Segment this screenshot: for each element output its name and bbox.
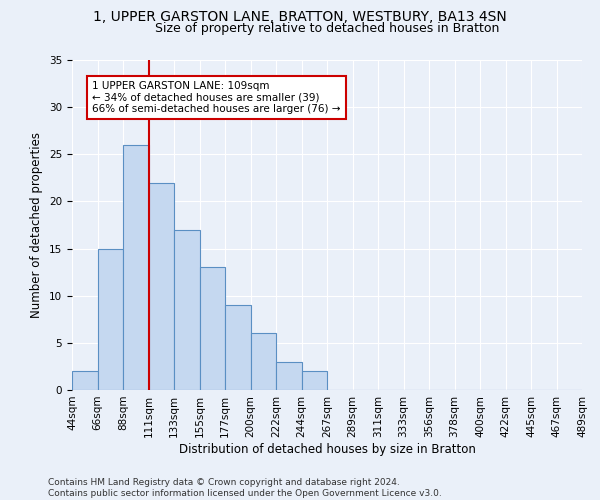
Y-axis label: Number of detached properties: Number of detached properties — [31, 132, 43, 318]
Text: 1, UPPER GARSTON LANE, BRATTON, WESTBURY, BA13 4SN: 1, UPPER GARSTON LANE, BRATTON, WESTBURY… — [93, 10, 507, 24]
Text: Contains HM Land Registry data © Crown copyright and database right 2024.
Contai: Contains HM Land Registry data © Crown c… — [48, 478, 442, 498]
X-axis label: Distribution of detached houses by size in Bratton: Distribution of detached houses by size … — [179, 442, 475, 456]
Bar — [123, 145, 149, 390]
Bar — [225, 305, 251, 390]
Bar — [251, 334, 276, 390]
Bar — [302, 371, 327, 390]
Text: 1 UPPER GARSTON LANE: 109sqm
← 34% of detached houses are smaller (39)
66% of se: 1 UPPER GARSTON LANE: 109sqm ← 34% of de… — [92, 80, 341, 114]
Title: Size of property relative to detached houses in Bratton: Size of property relative to detached ho… — [155, 22, 499, 35]
Bar — [174, 230, 199, 390]
Bar — [72, 371, 97, 390]
Bar — [199, 268, 225, 390]
Bar — [149, 182, 174, 390]
Bar — [276, 362, 302, 390]
Bar — [97, 248, 123, 390]
